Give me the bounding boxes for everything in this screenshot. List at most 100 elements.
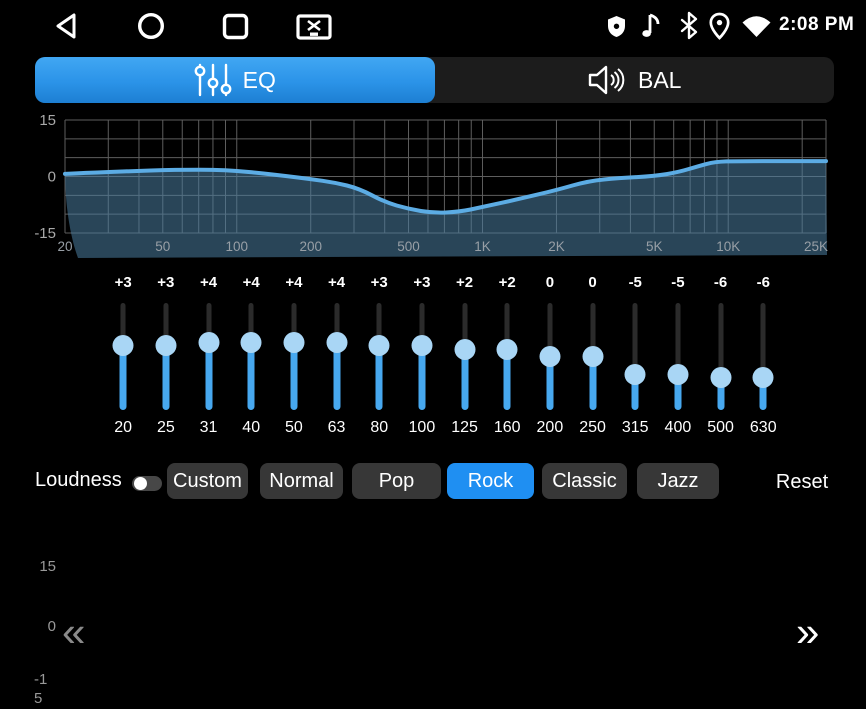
band-freq: 20 <box>114 419 133 436</box>
band-thumb[interactable] <box>539 346 561 367</box>
tab-bal-label: BAL <box>638 66 682 93</box>
chevrons-left-icon[interactable]: « <box>62 608 86 655</box>
band-value: +4 <box>242 274 260 291</box>
band-freq: 160 <box>493 419 521 436</box>
band-freq: 125 <box>451 419 478 436</box>
bottom-bar: Loudness Custom Normal Pop Rock Classic Jazz … <box>0 458 866 507</box>
band-thumb[interactable] <box>454 338 476 360</box>
band-thumb[interactable] <box>368 335 390 357</box>
band-thumb[interactable] <box>155 335 177 357</box>
band-fill <box>162 345 170 410</box>
band-250: 0 250 <box>571 270 614 458</box>
band-thumb[interactable] <box>624 363 646 385</box>
chevrons-right-icon[interactable]: » <box>796 608 820 655</box>
band-thumb[interactable] <box>283 331 305 353</box>
band-value: 0 <box>588 274 597 291</box>
band-track[interactable] <box>718 303 724 410</box>
loudness-toggle[interactable] <box>132 476 162 491</box>
band-value: -5 <box>628 274 642 291</box>
band-freq: 80 <box>370 419 389 436</box>
band-31: +4 31 <box>187 270 230 458</box>
band-63: +4 63 <box>315 270 358 458</box>
tab-eq[interactable]: EQ <box>35 57 435 103</box>
band-value: +4 <box>285 274 303 291</box>
preset-button-rock[interactable]: Rock <box>447 463 534 499</box>
equalizer-sliders-icon <box>194 63 232 97</box>
preset-button-jazz[interactable]: Jazz <box>637 463 719 499</box>
band-160: +2 160 <box>486 270 529 458</box>
band-thumb[interactable] <box>752 367 774 389</box>
band-value: -6 <box>756 274 770 291</box>
wifi-icon <box>742 16 771 37</box>
band-thumb[interactable] <box>667 363 689 385</box>
slider-scale-zero: 0 <box>47 618 56 635</box>
band-value: +3 <box>157 274 175 291</box>
band-track[interactable] <box>675 303 681 410</box>
band-125: +2 125 <box>443 270 486 458</box>
band-fill <box>674 374 682 410</box>
graph-x-tick: 200 <box>299 239 322 254</box>
band-fill <box>205 342 213 410</box>
band-value: -5 <box>671 274 685 291</box>
preset-button-custom[interactable]: Custom <box>167 463 248 499</box>
band-fill <box>461 349 469 410</box>
band-value: +4 <box>327 274 346 291</box>
band-thumb[interactable] <box>198 331 220 353</box>
band-thumb[interactable] <box>112 335 134 357</box>
band-thumb[interactable] <box>710 367 732 389</box>
speaker-balance-icon <box>588 65 625 95</box>
home-icon[interactable] <box>137 12 165 40</box>
graph-x-tick: 10K <box>716 239 740 254</box>
graph-y-tick: 0 <box>48 169 56 186</box>
preset-button-pop[interactable]: Pop <box>352 463 441 499</box>
graph-y-tick: -15 <box>34 225 56 242</box>
band-value: +2 <box>455 274 474 291</box>
band-freq: 400 <box>664 419 692 436</box>
band-freq: 100 <box>408 419 436 436</box>
band-track[interactable] <box>632 303 638 410</box>
band-fill <box>333 342 341 410</box>
location-icon <box>709 12 730 40</box>
band-track[interactable] <box>760 303 766 410</box>
band-thumb[interactable] <box>411 335 433 357</box>
band-thumb[interactable] <box>582 346 604 367</box>
band-freq: 630 <box>749 419 777 436</box>
band-thumb[interactable] <box>496 338 518 360</box>
band-value: +3 <box>370 274 388 291</box>
graph-x-tick: 50 <box>155 239 170 254</box>
status-time: 2:08 PM <box>779 14 855 35</box>
band-100: +3 100 <box>400 270 443 458</box>
band-fill <box>247 342 255 410</box>
status-bar: 2:08 PM <box>0 0 866 52</box>
band-freq: 40 <box>242 419 261 436</box>
back-icon[interactable] <box>53 11 79 41</box>
graph-y-tick: 15 <box>39 112 56 129</box>
loudness-toggle-knob <box>134 477 147 490</box>
reset-button[interactable]: Reset <box>775 471 829 493</box>
band-fill <box>589 356 597 410</box>
tab-bal[interactable]: BAL <box>435 57 835 103</box>
recents-icon[interactable] <box>222 13 249 40</box>
graph-x-tick: 100 <box>225 239 248 254</box>
slider-scale-max: 15 <box>39 558 56 575</box>
band-630: -6 630 <box>742 270 785 458</box>
band-fill <box>546 356 554 410</box>
band-500: -6 500 <box>699 270 742 458</box>
band-thumb[interactable] <box>240 331 262 353</box>
band-value: 0 <box>545 274 555 291</box>
band-freq: 250 <box>579 419 606 436</box>
band-80: +3 80 <box>358 270 401 458</box>
band-freq: 50 <box>284 419 303 436</box>
preset-button-normal[interactable]: Normal <box>260 463 343 499</box>
band-fill <box>290 342 298 410</box>
band-50: +4 50 <box>272 270 315 458</box>
screenshot-icon[interactable] <box>296 14 332 40</box>
band-slider-area: 15 0 -15 « » +3 20 +3 25 +4 31 +4 40 +4 50 +4 63 +3 8… <box>0 270 866 707</box>
band-fill <box>375 345 383 410</box>
band-thumb[interactable] <box>326 331 348 353</box>
band-fill <box>759 377 767 410</box>
tab-bar: EQ BAL <box>35 57 834 103</box>
band-40: +4 40 <box>230 270 273 458</box>
preset-button-classic[interactable]: Classic <box>542 463 627 499</box>
